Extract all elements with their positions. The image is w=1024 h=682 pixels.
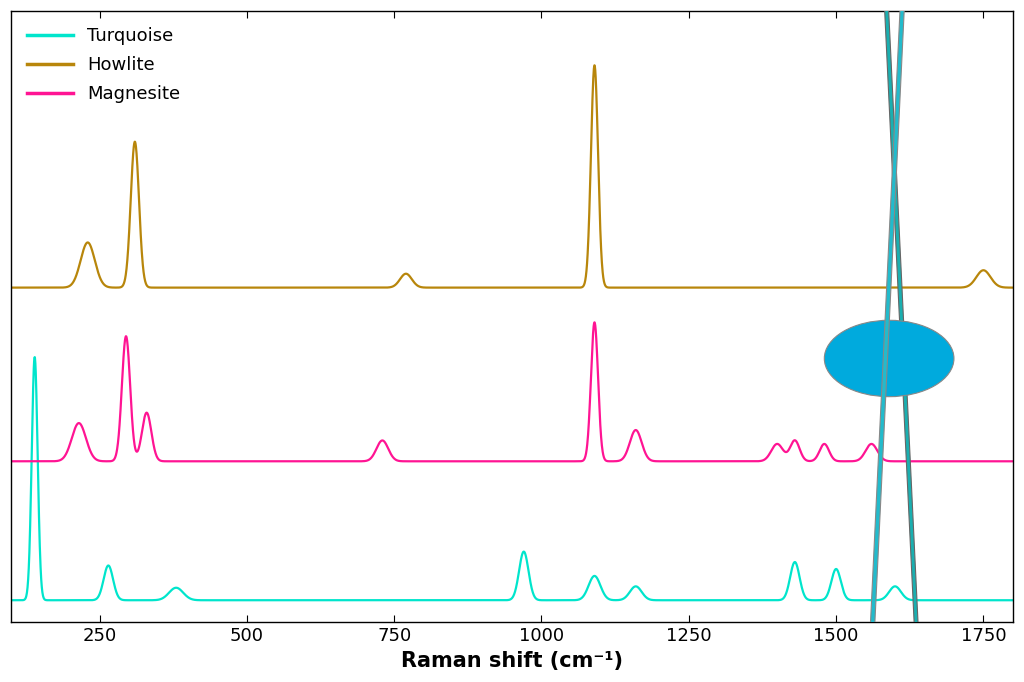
X-axis label: Raman shift (cm⁻¹): Raman shift (cm⁻¹) — [401, 651, 623, 671]
Ellipse shape — [831, 0, 958, 682]
Legend: Turquoise, Howlite, Magnesite: Turquoise, Howlite, Magnesite — [20, 20, 187, 110]
Ellipse shape — [824, 321, 954, 397]
Ellipse shape — [808, 0, 947, 682]
